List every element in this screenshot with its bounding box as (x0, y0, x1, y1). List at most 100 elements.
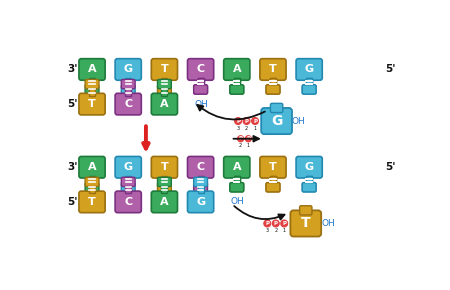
Bar (198, 78, 204, 86)
FancyBboxPatch shape (266, 183, 280, 192)
Text: P: P (238, 136, 243, 141)
FancyBboxPatch shape (158, 85, 171, 94)
Bar (89, 87, 95, 96)
FancyBboxPatch shape (188, 59, 214, 80)
Text: T: T (301, 216, 310, 231)
Text: G: G (305, 64, 314, 75)
FancyBboxPatch shape (224, 157, 250, 178)
Bar (198, 176, 204, 184)
FancyBboxPatch shape (194, 85, 207, 94)
Text: A: A (88, 162, 96, 172)
Text: G: G (305, 162, 314, 172)
Bar (125, 87, 131, 96)
Text: 1: 1 (253, 126, 256, 131)
Text: 2: 2 (245, 126, 248, 131)
FancyBboxPatch shape (296, 157, 322, 178)
Text: OH: OH (321, 219, 335, 228)
Text: 1: 1 (247, 143, 250, 148)
FancyBboxPatch shape (79, 93, 105, 115)
Bar (234, 78, 240, 86)
Text: T: T (161, 162, 168, 172)
Text: 5': 5' (385, 64, 395, 75)
FancyBboxPatch shape (151, 59, 177, 80)
FancyBboxPatch shape (122, 183, 135, 192)
Text: 1: 1 (283, 228, 286, 233)
FancyBboxPatch shape (300, 206, 312, 215)
Text: T: T (161, 64, 168, 75)
FancyBboxPatch shape (115, 191, 141, 213)
FancyBboxPatch shape (266, 85, 280, 94)
Text: 3: 3 (266, 228, 269, 233)
FancyBboxPatch shape (230, 85, 244, 94)
FancyBboxPatch shape (158, 183, 171, 192)
Bar (270, 78, 276, 86)
FancyBboxPatch shape (151, 191, 177, 213)
FancyBboxPatch shape (302, 85, 316, 94)
Bar (234, 176, 240, 184)
Text: A: A (233, 162, 241, 172)
Text: 2: 2 (274, 228, 277, 233)
Bar (234, 78, 240, 86)
Bar (270, 78, 276, 86)
FancyBboxPatch shape (122, 177, 135, 186)
FancyBboxPatch shape (151, 157, 177, 178)
Bar (270, 176, 276, 184)
Text: P: P (274, 221, 278, 226)
Bar (89, 78, 95, 86)
FancyBboxPatch shape (188, 157, 214, 178)
Text: OH: OH (194, 99, 208, 108)
Text: A: A (160, 99, 169, 109)
Bar (89, 185, 95, 193)
Circle shape (272, 220, 279, 227)
Text: P: P (266, 221, 269, 226)
FancyBboxPatch shape (85, 79, 99, 89)
FancyBboxPatch shape (85, 183, 99, 192)
Bar (234, 176, 240, 184)
Text: OH: OH (230, 197, 244, 206)
Bar (306, 176, 312, 184)
Bar (161, 78, 167, 86)
Bar (125, 185, 131, 193)
FancyBboxPatch shape (151, 93, 177, 115)
Text: G: G (196, 197, 205, 207)
Bar (306, 78, 312, 86)
FancyBboxPatch shape (79, 157, 105, 178)
FancyBboxPatch shape (85, 177, 99, 186)
FancyBboxPatch shape (158, 79, 171, 89)
Text: OH: OH (292, 117, 306, 126)
FancyBboxPatch shape (260, 59, 286, 80)
Bar (306, 78, 312, 86)
Text: 3: 3 (237, 126, 240, 131)
Text: T: T (88, 99, 96, 109)
Text: 3': 3' (68, 64, 78, 75)
Text: T: T (269, 64, 277, 75)
FancyBboxPatch shape (266, 85, 280, 94)
Circle shape (252, 117, 258, 124)
Text: C: C (124, 197, 132, 207)
FancyBboxPatch shape (194, 85, 207, 94)
Circle shape (245, 136, 252, 142)
FancyBboxPatch shape (230, 183, 244, 192)
FancyBboxPatch shape (230, 183, 244, 192)
Text: G: G (124, 162, 133, 172)
FancyBboxPatch shape (270, 103, 283, 113)
FancyBboxPatch shape (261, 108, 292, 134)
Bar (161, 87, 167, 96)
Text: G: G (124, 64, 133, 75)
Circle shape (234, 117, 242, 124)
Text: P: P (282, 221, 286, 226)
Text: P: P (236, 119, 240, 124)
Circle shape (243, 117, 250, 124)
Text: A: A (88, 64, 96, 75)
FancyBboxPatch shape (260, 157, 286, 178)
FancyBboxPatch shape (79, 59, 105, 80)
FancyBboxPatch shape (290, 210, 321, 237)
FancyBboxPatch shape (122, 85, 135, 94)
Text: C: C (197, 64, 205, 75)
Bar (198, 78, 204, 86)
Text: 5': 5' (68, 99, 78, 109)
Text: P: P (253, 119, 257, 124)
Circle shape (264, 220, 271, 227)
Bar (306, 176, 312, 184)
FancyBboxPatch shape (158, 177, 171, 186)
